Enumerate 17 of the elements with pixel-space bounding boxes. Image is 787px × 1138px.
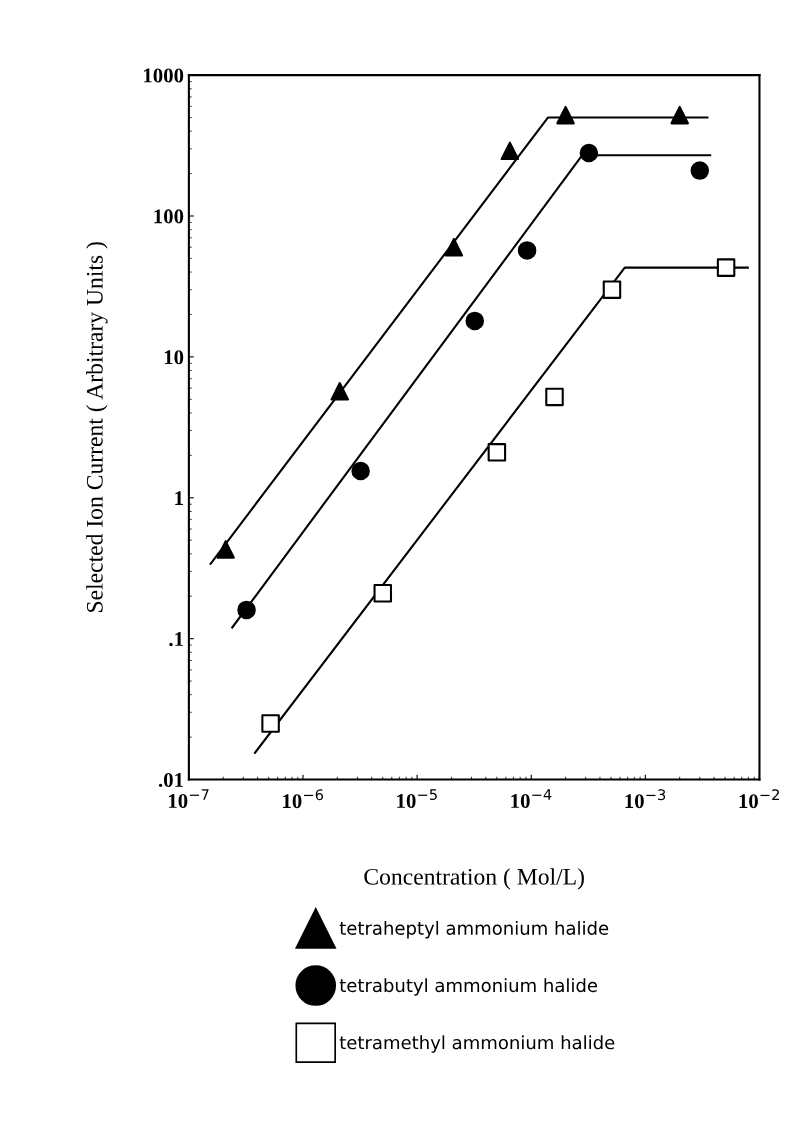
x-tick-label: 10$^{−6}$ — [283, 789, 324, 809]
y-tick-label: 100 — [154, 209, 184, 224]
x-tick-label: 10$^{−4}$ — [511, 789, 552, 808]
y-axis-title: Selected Ion Current ( Arbitrary Units ) — [86, 242, 108, 612]
x-tick-label: 10$^{−7}$ — [168, 789, 209, 808]
y-tick-label: 1000 — [144, 68, 184, 83]
y-tick-label: .01 — [158, 772, 183, 788]
legend-label: tetrabutyl ammonium halide — [339, 978, 598, 996]
y-tick-label: .1 — [169, 632, 183, 647]
legend-label: tetramethyl ammonium halide — [339, 1035, 615, 1053]
legend-label: tetraheptyl ammonium halide — [339, 920, 609, 939]
x-tick-label: 10$^{−5}$ — [397, 789, 437, 808]
x-tick-label: 10$^{−2}$ — [739, 789, 779, 809]
y-tick-label: 10 — [164, 350, 184, 365]
x-axis-title: Concentration ( Mol/L) — [364, 868, 584, 890]
x-tick-label: 10$^{−3}$ — [625, 789, 666, 809]
y-tick-label: 1 — [175, 491, 183, 505]
